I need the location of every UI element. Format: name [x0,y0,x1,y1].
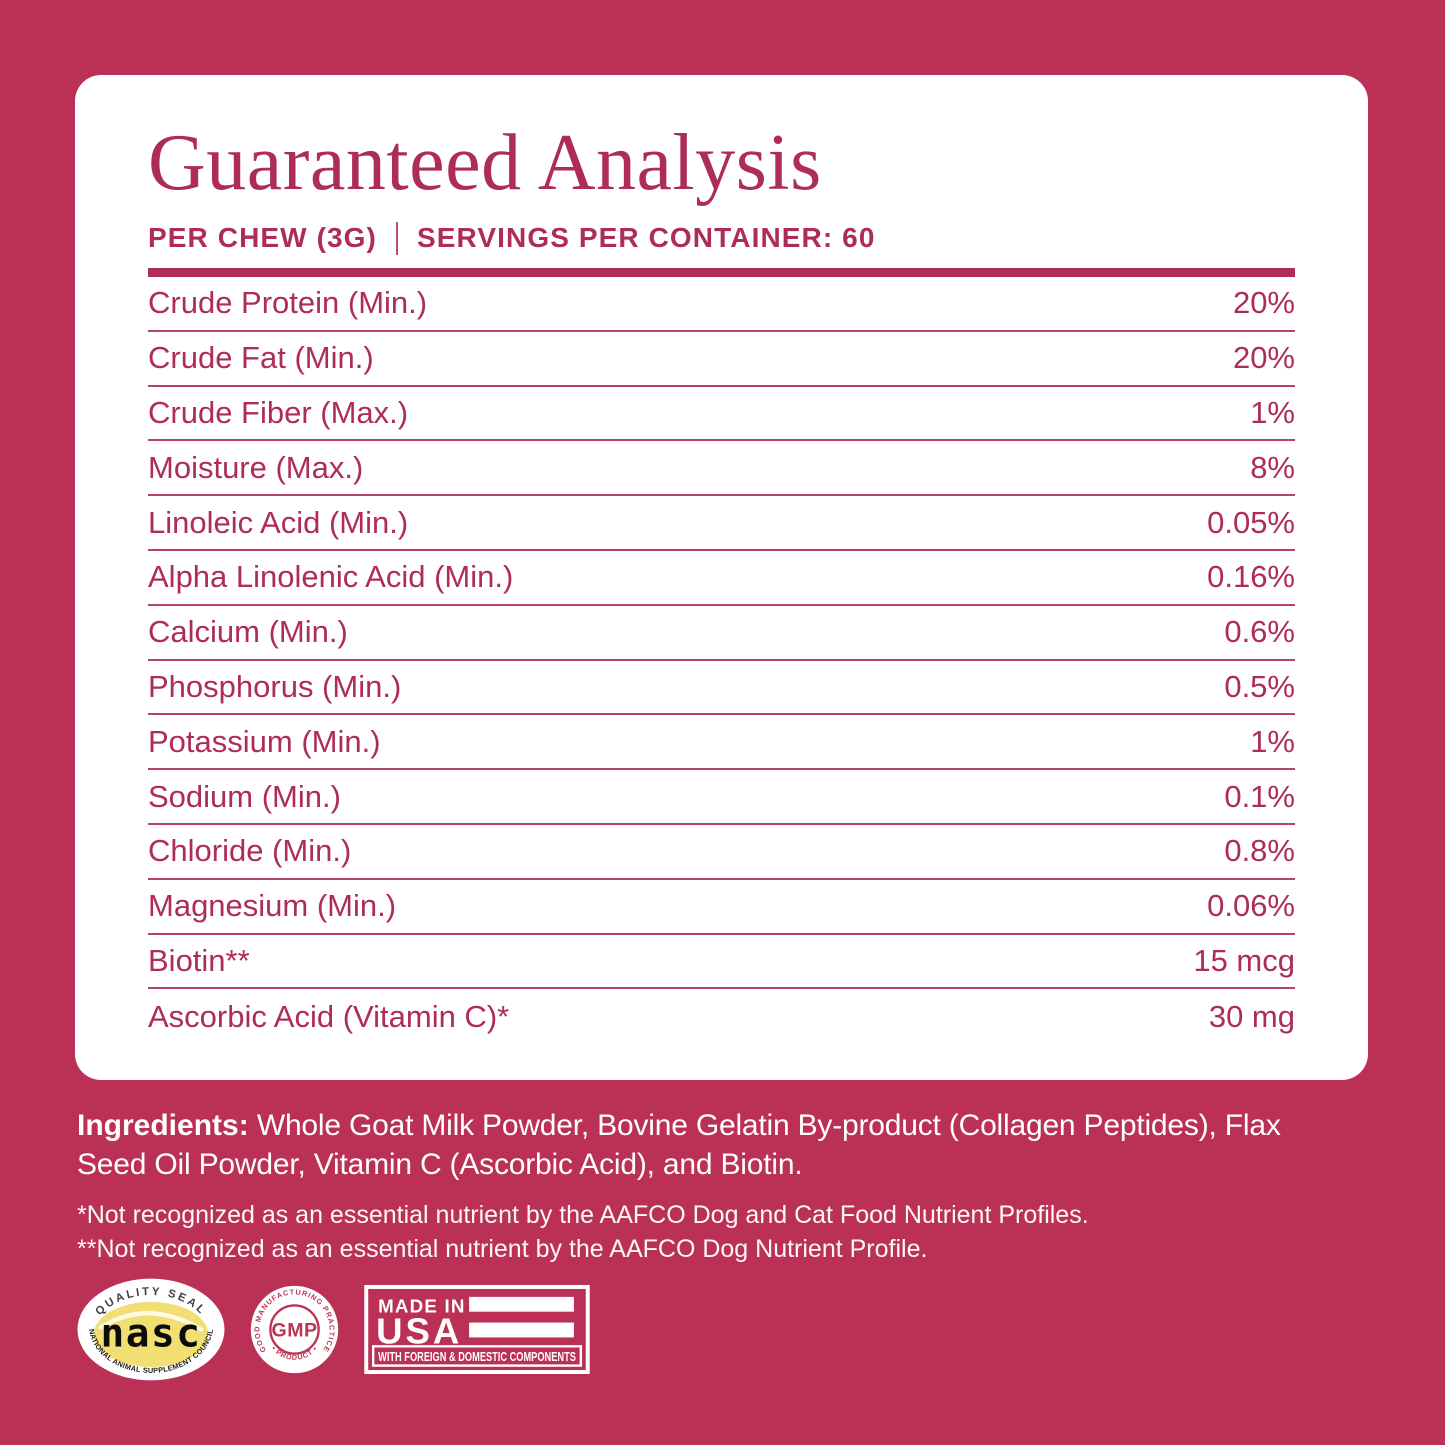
table-row: Potassium (Min.) 1% [148,715,1295,771]
nutrient-value: 0.06% [1207,888,1295,924]
nutrient-value: 0.5% [1224,668,1295,704]
subtitle-divider [395,221,398,255]
gmp-badge-icon: GOOD MANUFACTURING PRACTICE • PRODUCT • … [250,1285,339,1374]
table-row: Linoleic Acid (Min.) 0.05% [148,496,1295,551]
guaranteed-analysis-card: Guaranteed Analysis PER CHEW (3G) SERVIN… [75,75,1368,1080]
nutrient-value: 30 mg [1208,998,1295,1034]
nutrient-value: 0.8% [1224,833,1295,869]
nasc-wordmark: nasc [101,1310,202,1356]
nutrient-value: 1% [1250,394,1295,430]
servings-per-container: SERVINGS PER CONTAINER: 60 [416,222,876,253]
nutrient-label: Alpha Linolenic Acid (Min.) [148,559,514,595]
nasc-seal-icon: QUALITY SEAL nasc NATIONAL ANIMAL SUPPLE… [77,1278,225,1381]
nutrient-label: Ascorbic Acid (Vitamin C)* [148,998,510,1034]
table-row: Calcium (Min.) 0.6% [148,606,1295,661]
ingredients-list: Whole Goat Milk Powder, Bovine Gelatin B… [77,1109,1281,1181]
gmp-wordmark: GMP [272,1319,318,1341]
nutrient-value: 1% [1250,723,1295,759]
gmp-inner-ring [269,1304,320,1355]
table-row: Moisture (Max.) 8% [148,441,1295,497]
footnote-aafco-dog-cat: *Not recognized as an essential nutrient… [77,1201,1089,1229]
analysis-table: Crude Protein (Min.) 20% Crude Fat (Min.… [148,277,1295,1044]
usa-flag-stripe [469,1322,574,1338]
nutrient-label: Crude Protein (Min.) [148,285,428,321]
table-row: Magnesium (Min.) 0.06% [148,880,1295,935]
usa-outer-border [364,1285,590,1374]
nutrient-label: Biotin** [148,942,250,978]
nutrient-value: 15 mcg [1193,942,1295,978]
usa-flag-stripe [469,1296,574,1312]
page-title: Guaranteed Analysis [148,119,822,207]
nutrient-value: 0.1% [1224,778,1295,814]
table-row: Crude Fiber (Max.) 1% [148,387,1295,442]
table-row: Phosphorus (Min.) 0.5% [148,661,1295,716]
table-row: Sodium (Min.) 0.1% [148,770,1295,825]
ingredients-text: Ingredients: Whole Goat Milk Powder, Bov… [77,1106,1357,1184]
header-rule [148,268,1295,277]
nutrient-value: 0.6% [1224,614,1295,650]
nutrient-label: Chloride (Min.) [148,833,352,869]
nutrient-value: 20% [1232,340,1295,376]
nutrient-label: Crude Fat (Min.) [148,340,374,376]
nutrient-label: Sodium (Min.) [148,778,341,814]
footnotes: *Not recognized as an essential nutrient… [77,1198,1387,1266]
made-in-usa-badge-icon: MADE IN USA WITH FOREIGN & DOMESTIC COMP… [364,1285,590,1374]
label-footer: Ingredients: Whole Goat Milk Powder, Bov… [77,1106,1387,1381]
table-row: Biotin** 15 mcg [148,935,1295,990]
nutrient-value: 8% [1250,449,1295,485]
nutrient-label: Magnesium (Min.) [148,888,397,924]
ingredients-label: Ingredients: [77,1109,249,1142]
nutrient-label: Calcium (Min.) [148,614,348,650]
nasc-swoosh [98,1311,204,1332]
footnote-aafco-dog: **Not recognized as an essential nutrien… [77,1235,928,1263]
usa-made-in-text: MADE IN [378,1296,466,1317]
nutrient-label: Linoleic Acid (Min.) [148,504,409,540]
nutrient-value: 20% [1232,285,1295,321]
usa-sub-border [371,1345,583,1367]
table-row: Ascorbic Acid (Vitamin C)* 30 mg [148,989,1295,1044]
nutrient-label: Phosphorus (Min.) [148,668,402,704]
nutrient-value: 0.16% [1207,559,1295,595]
table-row: Chloride (Min.) 0.8% [148,825,1295,880]
table-row: Crude Fat (Min.) 20% [148,332,1295,387]
table-row: Crude Protein (Min.) 20% [148,277,1295,332]
certification-badges: QUALITY SEAL nasc NATIONAL ANIMAL SUPPLE… [77,1278,1387,1381]
serving-size: PER CHEW (3G) [148,222,377,253]
table-row: Alpha Linolenic Acid (Min.) 0.16% [148,551,1295,606]
usa-components-text: WITH FOREIGN & DOMESTIC COMPONENTS [378,1350,576,1364]
nutrient-label: Crude Fiber (Max.) [148,394,409,430]
nutrient-value: 0.05% [1207,504,1295,540]
serving-info: PER CHEW (3G) SERVINGS PER CONTAINER: 60 [148,221,1295,255]
nutrient-label: Potassium (Min.) [148,723,381,759]
usa-usa-text: USA [376,1310,462,1351]
nutrient-label: Moisture (Max.) [148,449,364,485]
